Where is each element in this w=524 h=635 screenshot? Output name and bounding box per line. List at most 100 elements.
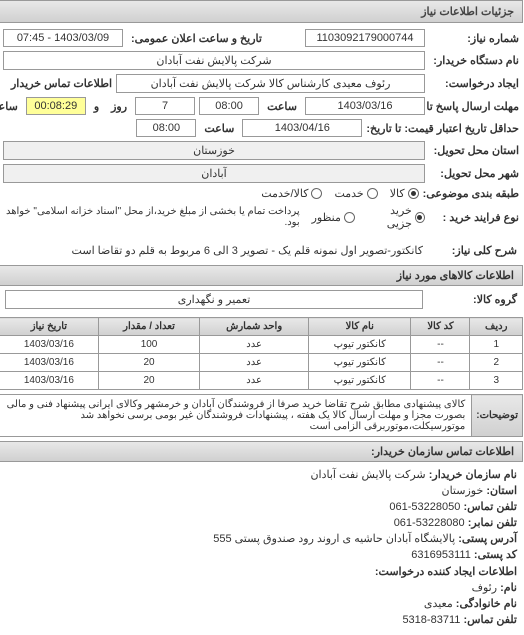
org-field: شرکت پالایش نفت آبادان bbox=[4, 51, 426, 70]
request-label: ایجاد درخواست: bbox=[430, 77, 520, 90]
cell-unit: عدد bbox=[201, 354, 310, 372]
contact-section-title: اطلاعات تماس سازمان خریدار: bbox=[0, 441, 524, 462]
creator-phone-label: تلفن تماس: bbox=[464, 614, 518, 626]
form-section: شماره نیاز: 1103092179000744 تاریخ و ساع… bbox=[0, 23, 524, 240]
niaz-no-label: شماره نیاز: bbox=[430, 32, 520, 45]
row-price-validity: حداقل تاریخ اعتبار قیمت: تا تاریخ: 1403/… bbox=[4, 119, 520, 137]
contact-province-label: استان: bbox=[487, 485, 518, 497]
cell-unit: عدد bbox=[201, 372, 310, 390]
cell-date: 1403/03/16 bbox=[1, 372, 100, 390]
remain-label: ساعت باقی مانده bbox=[0, 100, 19, 113]
radio-kala-khadamat-icon bbox=[312, 188, 323, 199]
row-need-desc: شرح کلی نیاز: کانکتور-تصویر اول نمونه قل… bbox=[0, 240, 524, 261]
contact-province: خوزستان bbox=[442, 485, 484, 497]
contact-phone-row: تلفن تماس: 53228050-061 bbox=[6, 500, 518, 513]
cell-qty: 20 bbox=[99, 354, 200, 372]
request-field: رئوف معیدی کارشناس کالا شرکت پالایش نفت … bbox=[117, 74, 426, 93]
contact-fax-label: تلفن نمابر: bbox=[469, 517, 518, 529]
radio-manzoor-label: منظور bbox=[313, 211, 342, 224]
date-time-field: 1403/03/09 - 07:45 bbox=[4, 29, 124, 47]
creator-name-label: نام: bbox=[501, 582, 518, 594]
va-label: و bbox=[95, 100, 100, 113]
province-label: استان محل تحویل: bbox=[430, 144, 520, 157]
cell-name: کانکتور تیوپ bbox=[310, 354, 412, 372]
piece-label: طبقه بندی موضوعی: bbox=[424, 187, 520, 200]
goods-table: ردیف کد کالا نام کالا واحد شمارش تعداد /… bbox=[0, 317, 524, 390]
row-city: شهر محل تحویل: آبادان bbox=[4, 164, 520, 183]
creator-family-label: نام خانوادگی: bbox=[457, 598, 518, 610]
creator-phone-row: تلفن تماس: 83711-5318 bbox=[6, 613, 518, 626]
contact-title: اطلاعات تماس خریدار bbox=[4, 77, 113, 90]
price-validity-date-field: 1403/04/16 bbox=[243, 119, 363, 137]
row-deadline: مهلت ارسال پاسخ تا تاریخ: 1403/03/16 ساع… bbox=[4, 97, 520, 115]
need-desc-text: کانکتور-تصویر اول نمونه قلم یک - تصویر 3… bbox=[73, 244, 424, 257]
page-title: جزئیات اطلاعات نیاز bbox=[422, 6, 515, 18]
radio-jozi[interactable]: خرید جزیی bbox=[368, 204, 426, 230]
notes-table: توضیحات: کالای پیشنهادی مطابق شرح تقاضا … bbox=[0, 394, 524, 437]
cell-date: 1403/03/16 bbox=[1, 354, 100, 372]
saat-label-2: ساعت bbox=[205, 122, 235, 135]
radio-khadamat[interactable]: خدمت bbox=[335, 187, 378, 200]
page-title-bar: جزئیات اطلاعات نیاز bbox=[0, 0, 524, 23]
type-radio-group: خرید جزیی منظور bbox=[313, 204, 426, 230]
cell-name: کانکتور تیوپ bbox=[310, 372, 412, 390]
col-code: کد کالا bbox=[412, 318, 471, 336]
cell-qty: 100 bbox=[99, 336, 200, 354]
cell-code: -- bbox=[412, 336, 471, 354]
saat-label-1: ساعت bbox=[268, 100, 298, 113]
countdown-field: 00:08:29 bbox=[27, 97, 87, 115]
date-time-label: تاریخ و ساعت اعلان عمومی: bbox=[132, 32, 263, 45]
goods-section-title: اطلاعات کالاهای مورد نیاز bbox=[0, 265, 524, 286]
days-field: 7 bbox=[136, 97, 196, 115]
table-row: 3--کانکتور تیوپعدد201403/03/16 bbox=[1, 372, 524, 390]
radio-kala[interactable]: کالا bbox=[391, 187, 420, 200]
cell-date: 1403/03/16 bbox=[1, 336, 100, 354]
col-qty: تعداد / مقدار bbox=[99, 318, 200, 336]
contact-addr-label: آدرس پستی: bbox=[459, 533, 518, 545]
rooz-label: روز bbox=[112, 100, 128, 113]
creator-family: معیدی bbox=[425, 598, 454, 610]
price-validity-time-field: 08:00 bbox=[137, 119, 197, 137]
contact-section: نام سازمان خریدار: شرکت پالایش نفت آبادا… bbox=[0, 462, 524, 635]
group-label: گروه کالا: bbox=[428, 293, 518, 306]
contact-postal: 6316953111 bbox=[412, 549, 472, 561]
org-label: نام دستگاه خریدار: bbox=[430, 54, 520, 67]
contact-postal-row: کد پستی: 6316953111 bbox=[6, 548, 518, 561]
contact-org: شرکت پالایش نفت آبادان bbox=[311, 469, 426, 481]
price-validity-label: حداقل تاریخ اعتبار قیمت: تا تاریخ: bbox=[367, 122, 520, 135]
contact-addr-row: آدرس پستی: پالایشگاه آبادان حاشیه ی ارون… bbox=[6, 532, 518, 545]
creator-name-row: نام: رئوف bbox=[6, 581, 518, 594]
contact-fax: 53228080-061 bbox=[395, 517, 466, 529]
cell-code: -- bbox=[412, 354, 471, 372]
row-org: نام دستگاه خریدار: شرکت پالایش نفت آبادا… bbox=[4, 51, 520, 70]
cell-row: 3 bbox=[471, 372, 524, 390]
notes-text: کالای پیشنهادی مطابق شرح تقاضا خرید صرفا… bbox=[1, 395, 473, 437]
cell-qty: 20 bbox=[99, 372, 200, 390]
notes-label: توضیحات: bbox=[473, 395, 524, 437]
contact-addr: پالایشگاه آبادان حاشیه ی اروند رود صندوق… bbox=[214, 533, 456, 545]
radio-manzoor[interactable]: منظور bbox=[313, 211, 356, 224]
group-field: تعمیر و نگهداری bbox=[6, 290, 424, 309]
city-label: شهر محل تحویل: bbox=[430, 167, 520, 180]
row-province: استان محل تحویل: خوزستان bbox=[4, 141, 520, 160]
province-field: خوزستان bbox=[4, 141, 426, 160]
piece-radio-group: کالا خدمت کالا/خدمت bbox=[262, 187, 419, 200]
type-label: نوع فرایند خرید : bbox=[430, 211, 520, 224]
row-piece-type: طبقه بندی موضوعی: کالا خدمت کالا/خدمت bbox=[4, 187, 520, 200]
radio-kala-khadamat-label: کالا/خدمت bbox=[262, 187, 309, 200]
contact-province-row: استان: خوزستان bbox=[6, 484, 518, 497]
contact-phone-label: تلفن تماس: bbox=[464, 501, 518, 513]
row-type: نوع فرایند خرید : خرید جزیی منظور پرداخت… bbox=[4, 204, 520, 230]
contact-postal-label: کد پستی: bbox=[475, 549, 518, 561]
radio-kala-khadamat[interactable]: کالا/خدمت bbox=[262, 187, 323, 200]
radio-khadamat-label: خدمت bbox=[335, 187, 364, 200]
creator-name: رئوف bbox=[473, 582, 498, 594]
cell-row: 2 bbox=[471, 354, 524, 372]
row-request: ایجاد درخواست: رئوف معیدی کارشناس کالا ش… bbox=[4, 74, 520, 93]
contact-org-row: نام سازمان خریدار: شرکت پالایش نفت آبادا… bbox=[6, 468, 518, 481]
col-date: تاریخ نیاز bbox=[1, 318, 100, 336]
table-row: 1--کانکتور تیوپعدد1001403/03/16 bbox=[1, 336, 524, 354]
cell-name: کانکتور تیوپ bbox=[310, 336, 412, 354]
cell-row: 1 bbox=[471, 336, 524, 354]
row-group: گروه کالا: تعمیر و نگهداری bbox=[0, 286, 524, 313]
